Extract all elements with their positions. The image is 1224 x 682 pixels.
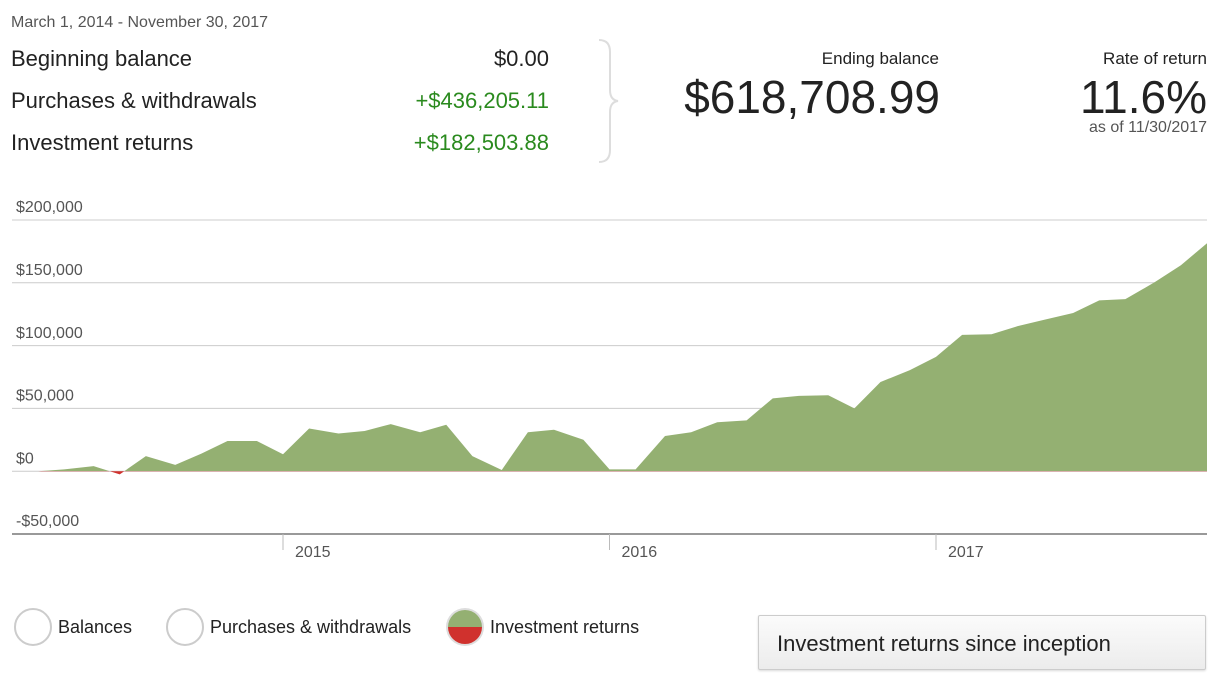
- summary-label: Purchases & withdrawals: [11, 88, 257, 113]
- x-tick-label: 2015: [295, 544, 331, 561]
- ending-balance-value: $618,708.99: [684, 71, 940, 123]
- y-tick-label: $50,000: [16, 388, 74, 405]
- summary-label: Investment returns: [11, 130, 194, 155]
- summary-label: Beginning balance: [11, 46, 193, 71]
- brace: [598, 39, 619, 163]
- y-tick-label: $150,000: [16, 262, 83, 279]
- rate-of-return-value: 11.6%: [1079, 71, 1207, 123]
- rate-of-return-date: as of 11/30/2017: [1088, 119, 1207, 136]
- x-tick-label: 2017: [948, 544, 984, 561]
- ending-balance-label: Ending balance: [821, 49, 939, 68]
- legend-label[interactable]: Purchases & withdrawals: [210, 617, 411, 637]
- legend-toggle-positive[interactable]: [448, 610, 482, 627]
- inception-button[interactable]: Investment returns since inception: [758, 615, 1206, 670]
- rate-of-return-label: Rate of return: [1103, 49, 1207, 68]
- legend-label[interactable]: Investment returns: [490, 617, 639, 637]
- summary-value: $0.00: [493, 46, 549, 71]
- x-tick-label: 2016: [622, 544, 658, 561]
- plot: -$50,000 $0 $50,000 $100,000 $150,000 $200,00…: [12, 199, 1207, 561]
- legend-label[interactable]: Balances: [58, 617, 132, 637]
- legend-item[interactable]: Purchases & withdrawals: [166, 608, 411, 646]
- legend-item[interactable]: Investment returns: [446, 608, 639, 646]
- legend-toggle-negative[interactable]: [448, 627, 482, 644]
- legend-toggle[interactable]: [14, 608, 52, 646]
- y-tick-label: -$50,000: [16, 513, 79, 530]
- date-range: March 1, 2014 - November 30, 2017: [11, 14, 269, 31]
- area: [12, 243, 1207, 475]
- legend-toggle[interactable]: [166, 608, 204, 646]
- summary-value: +$182,503.88: [413, 130, 549, 155]
- y-tick-label: $200,000: [16, 199, 83, 216]
- legend-item[interactable]: Balances: [14, 608, 132, 646]
- summary-value: +$436,205.11: [415, 88, 549, 113]
- y-tick-label: $0: [16, 450, 34, 467]
- y-tick-label: $100,000: [16, 325, 83, 342]
